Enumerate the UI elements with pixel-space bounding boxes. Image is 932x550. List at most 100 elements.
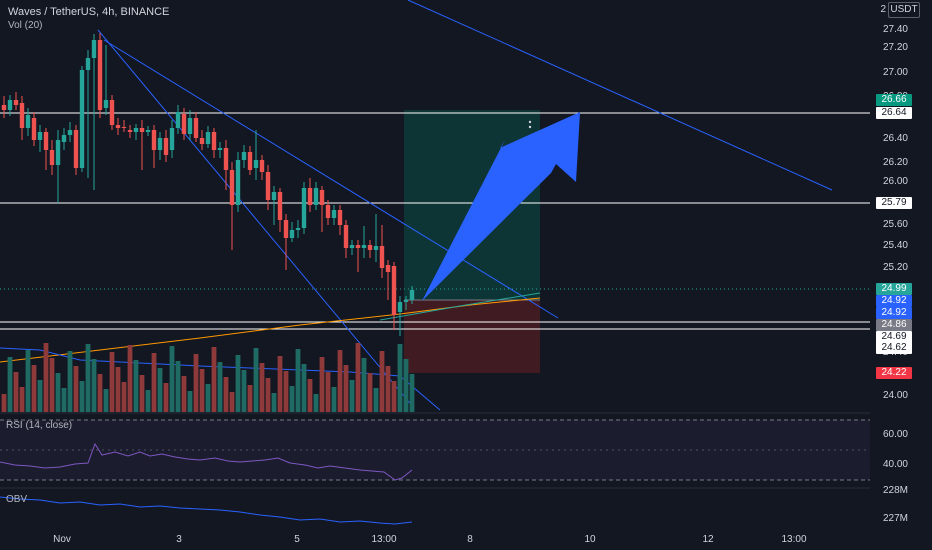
volume-bar bbox=[193, 354, 199, 412]
volume-bar bbox=[79, 381, 85, 412]
candle-body bbox=[235, 160, 241, 205]
price-tag: 26.66 bbox=[876, 94, 912, 106]
volume-bar bbox=[361, 358, 367, 412]
candle-body bbox=[115, 125, 121, 128]
candle-body bbox=[49, 150, 55, 165]
candle-body bbox=[391, 266, 397, 315]
candle-body bbox=[205, 132, 211, 144]
volume-bar bbox=[19, 387, 25, 412]
volume-bar bbox=[289, 386, 295, 412]
trendline-3[interactable] bbox=[407, 0, 833, 191]
volume-bar bbox=[55, 373, 61, 412]
trendline-2[interactable] bbox=[103, 39, 559, 319]
trendline-1[interactable] bbox=[97, 29, 415, 409]
volume-bar bbox=[373, 388, 379, 412]
candle-body bbox=[139, 128, 145, 132]
candle-body bbox=[211, 132, 217, 150]
candle-body bbox=[367, 245, 373, 250]
volume-bar bbox=[187, 391, 193, 412]
candle-body bbox=[373, 246, 379, 250]
volume-bar bbox=[199, 369, 205, 412]
candle-body bbox=[289, 230, 295, 238]
price-tick-label: 25.60 bbox=[882, 219, 908, 230]
obv-level-label: 227M bbox=[882, 513, 908, 524]
price-tick-label: 25.40 bbox=[882, 240, 908, 251]
candle-body bbox=[145, 130, 151, 132]
candle-body bbox=[403, 300, 409, 302]
obv-title[interactable]: OBV bbox=[6, 494, 28, 505]
candle-body bbox=[259, 160, 265, 172]
candle-body bbox=[97, 40, 103, 110]
volume-bar bbox=[229, 392, 235, 412]
volume-bar bbox=[91, 359, 97, 412]
volume-bar bbox=[13, 372, 19, 412]
arrow-handle-dot[interactable] bbox=[528, 120, 532, 124]
candle-body bbox=[61, 135, 67, 142]
volume-bar bbox=[211, 347, 217, 412]
candle-body bbox=[301, 188, 307, 228]
volume-bar bbox=[169, 346, 175, 412]
rsi-level-label: 60.00 bbox=[882, 429, 908, 440]
candle-body bbox=[121, 127, 127, 128]
volume-bar bbox=[181, 376, 187, 412]
volume-indicator-title[interactable]: Vol (20) bbox=[8, 20, 43, 31]
symbol-title[interactable]: Waves / TetherUS, 4h, BINANCE bbox=[8, 6, 170, 18]
volume-bar bbox=[385, 366, 391, 412]
volume-bar bbox=[151, 353, 157, 412]
volume-bar bbox=[205, 384, 211, 412]
price-tag: 24.92 bbox=[876, 295, 912, 307]
obv-line bbox=[0, 496, 413, 525]
volume-bar bbox=[319, 357, 325, 412]
arrow-handle-dot[interactable] bbox=[528, 125, 532, 129]
time-tick-label: 5 bbox=[294, 534, 300, 545]
candle-body bbox=[181, 114, 187, 134]
volume-ma-line bbox=[0, 347, 441, 411]
volume-bar bbox=[403, 359, 409, 412]
candle-body bbox=[409, 290, 415, 300]
volume-bar bbox=[259, 363, 265, 412]
volume-bar bbox=[49, 358, 55, 412]
currency-button[interactable]: USDT bbox=[888, 2, 920, 18]
candle-body bbox=[67, 130, 73, 135]
candle-body bbox=[73, 130, 79, 168]
volume-bar bbox=[307, 379, 313, 412]
time-tick-label: 8 bbox=[467, 534, 473, 545]
candle-body bbox=[127, 130, 133, 132]
price-tag: 24.69 bbox=[876, 331, 912, 343]
candle-body bbox=[325, 205, 331, 218]
volume-bar bbox=[61, 388, 67, 412]
volume-bar bbox=[331, 387, 337, 412]
candle-body bbox=[307, 188, 313, 205]
volume-bar bbox=[391, 381, 397, 412]
price-tick-partial: 2 bbox=[880, 4, 886, 15]
arrow-annotation[interactable] bbox=[422, 112, 580, 301]
volume-bar bbox=[7, 357, 13, 412]
time-tick-label: 12 bbox=[702, 534, 714, 545]
candle-body bbox=[283, 220, 289, 238]
candle-body bbox=[169, 128, 175, 150]
volume-bar bbox=[355, 343, 361, 412]
volume-bar bbox=[139, 375, 145, 412]
rsi-title[interactable]: RSI (14, close) bbox=[6, 420, 73, 431]
volume-bar bbox=[301, 364, 307, 412]
candle-body bbox=[31, 118, 37, 140]
price-tick-label: 26.00 bbox=[882, 176, 908, 187]
candle-body bbox=[199, 138, 205, 144]
candle-body bbox=[343, 225, 349, 248]
candle-body bbox=[295, 228, 301, 230]
volume-bar bbox=[103, 389, 109, 412]
price-tick-label: 26.40 bbox=[882, 133, 908, 144]
candle-body bbox=[13, 100, 19, 105]
volume-bar bbox=[67, 351, 73, 412]
time-tick-label: 13:00 bbox=[371, 534, 397, 545]
price-tick-label: 24.00 bbox=[882, 390, 908, 401]
candle-body bbox=[379, 246, 385, 268]
volume-bar bbox=[343, 365, 349, 412]
volume-bar bbox=[265, 378, 271, 412]
volume-bar bbox=[115, 367, 121, 412]
volume-bar bbox=[313, 394, 319, 412]
candle-body bbox=[337, 210, 343, 225]
price-tick-label: 25.20 bbox=[882, 262, 908, 273]
